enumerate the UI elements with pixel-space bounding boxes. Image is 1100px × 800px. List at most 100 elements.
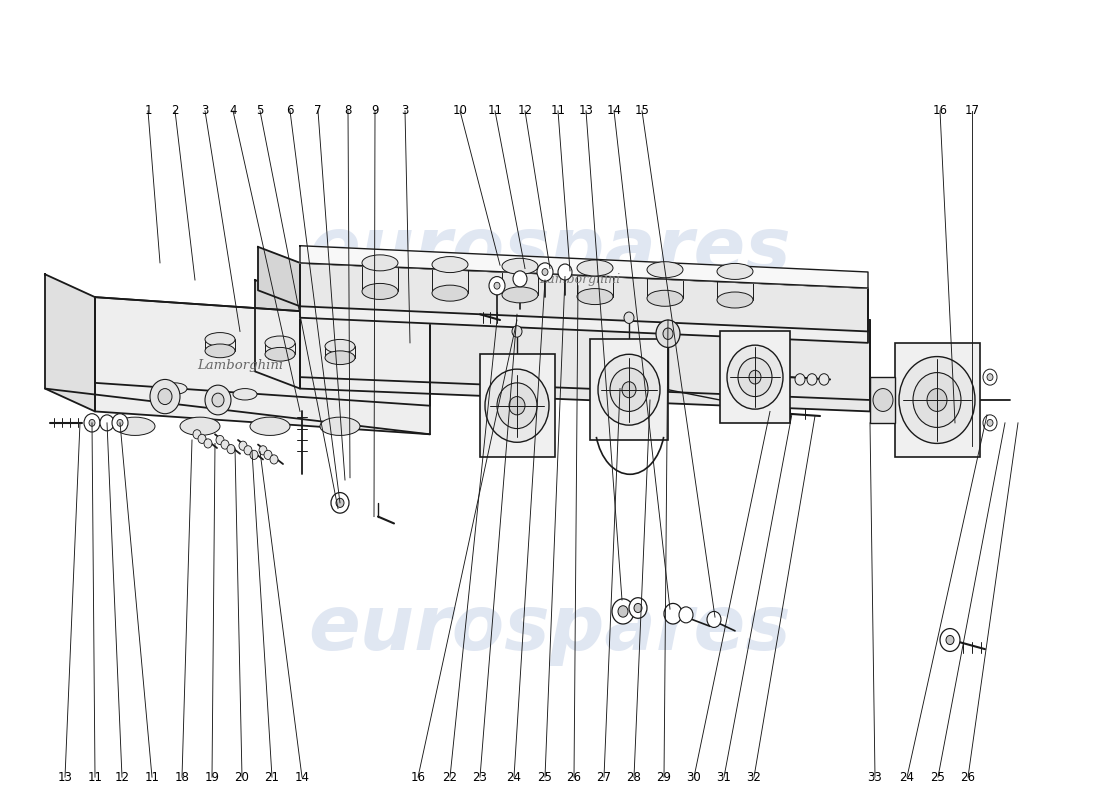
Text: 13: 13: [579, 104, 593, 118]
Text: 11: 11: [487, 104, 503, 118]
Text: 14: 14: [295, 770, 309, 784]
Circle shape: [913, 373, 961, 427]
Text: Lamborghini: Lamborghini: [539, 274, 620, 286]
Circle shape: [727, 345, 783, 409]
Circle shape: [512, 326, 522, 337]
Text: 1: 1: [144, 104, 152, 118]
Circle shape: [227, 445, 235, 454]
Text: 31: 31: [716, 770, 732, 784]
Text: 3: 3: [402, 104, 409, 118]
Text: Lamborghini: Lamborghini: [197, 359, 283, 372]
Text: 27: 27: [596, 770, 612, 784]
Text: 33: 33: [868, 770, 882, 784]
Circle shape: [621, 382, 636, 398]
Circle shape: [679, 607, 693, 623]
Ellipse shape: [116, 417, 155, 435]
Circle shape: [84, 414, 100, 432]
Text: 9: 9: [372, 104, 378, 118]
Polygon shape: [258, 247, 300, 306]
Ellipse shape: [205, 333, 235, 346]
Circle shape: [940, 629, 960, 651]
Text: 5: 5: [256, 104, 264, 118]
Bar: [870, 377, 895, 423]
Text: 10: 10: [452, 104, 468, 118]
Circle shape: [598, 354, 660, 425]
Text: 32: 32: [747, 770, 761, 784]
Polygon shape: [300, 297, 870, 400]
Text: 16: 16: [410, 770, 426, 784]
Polygon shape: [45, 274, 95, 411]
Circle shape: [216, 435, 224, 445]
Text: eurospares: eurospares: [309, 214, 791, 289]
Polygon shape: [95, 297, 430, 434]
Circle shape: [212, 393, 224, 407]
Text: 26: 26: [566, 770, 582, 784]
Circle shape: [205, 385, 231, 415]
Text: 25: 25: [538, 770, 552, 784]
Circle shape: [664, 603, 682, 624]
Bar: [895, 343, 980, 457]
Text: 14: 14: [606, 104, 621, 118]
Ellipse shape: [362, 283, 398, 299]
Ellipse shape: [502, 287, 538, 303]
Ellipse shape: [578, 289, 613, 305]
Ellipse shape: [163, 383, 187, 394]
Polygon shape: [300, 246, 868, 288]
Circle shape: [89, 419, 95, 426]
Circle shape: [899, 357, 975, 443]
Bar: [720, 331, 790, 423]
Circle shape: [244, 446, 252, 455]
Text: 18: 18: [175, 770, 189, 784]
Text: 6: 6: [286, 104, 294, 118]
Circle shape: [807, 374, 817, 385]
Circle shape: [983, 369, 997, 385]
Circle shape: [270, 455, 278, 464]
Circle shape: [117, 419, 123, 426]
Ellipse shape: [265, 336, 295, 350]
Circle shape: [820, 374, 829, 385]
Ellipse shape: [180, 417, 220, 435]
Text: 15: 15: [635, 104, 649, 118]
Text: eurospares: eurospares: [309, 591, 791, 666]
Text: 30: 30: [686, 770, 702, 784]
Text: 29: 29: [657, 770, 671, 784]
Text: 24: 24: [506, 770, 521, 784]
Ellipse shape: [647, 262, 683, 278]
Circle shape: [634, 603, 642, 613]
Text: 23: 23: [473, 770, 487, 784]
Circle shape: [264, 450, 272, 459]
Polygon shape: [300, 297, 870, 411]
Ellipse shape: [432, 257, 468, 273]
Ellipse shape: [362, 255, 398, 271]
Ellipse shape: [320, 417, 360, 435]
Ellipse shape: [324, 339, 355, 353]
Circle shape: [150, 379, 180, 414]
Circle shape: [927, 389, 947, 411]
Text: 19: 19: [205, 770, 220, 784]
Text: 11: 11: [88, 770, 102, 784]
Text: 3: 3: [201, 104, 209, 118]
Text: 20: 20: [234, 770, 250, 784]
Circle shape: [983, 415, 997, 431]
Text: 17: 17: [965, 104, 979, 118]
Circle shape: [331, 493, 349, 513]
Text: 28: 28: [627, 770, 641, 784]
Circle shape: [513, 271, 527, 287]
Circle shape: [490, 277, 505, 295]
Circle shape: [485, 369, 549, 442]
Text: 7: 7: [315, 104, 321, 118]
Circle shape: [204, 439, 212, 448]
Ellipse shape: [265, 347, 295, 361]
Bar: [590, 339, 668, 440]
Ellipse shape: [324, 351, 355, 365]
Circle shape: [558, 264, 572, 280]
Circle shape: [537, 263, 553, 281]
Circle shape: [663, 328, 673, 339]
Text: 12: 12: [114, 770, 130, 784]
Circle shape: [494, 282, 501, 289]
Circle shape: [624, 312, 634, 323]
Circle shape: [656, 320, 680, 347]
Circle shape: [497, 383, 537, 429]
Circle shape: [192, 430, 201, 439]
Circle shape: [987, 419, 993, 426]
